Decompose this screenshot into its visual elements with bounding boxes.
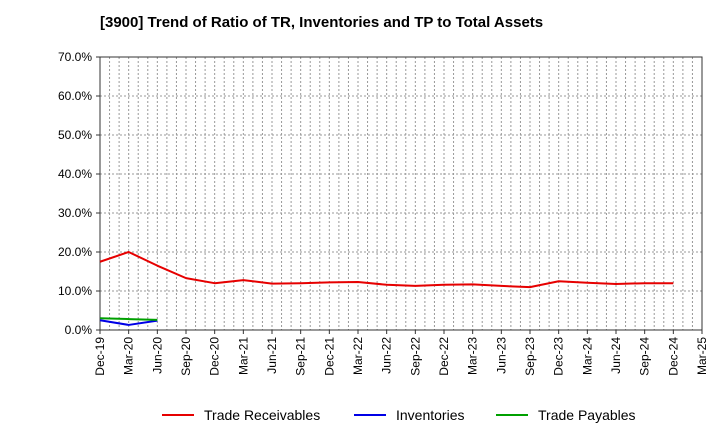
y-tick-label: 10.0% <box>58 284 92 298</box>
x-tick-label: Sep-21 <box>294 337 308 376</box>
plot-frame <box>99 56 703 331</box>
grid-layer <box>99 56 703 331</box>
series-line-inventories <box>99 319 158 326</box>
series-line-trade-payables <box>99 317 158 321</box>
legend: Trade Receivables Inventories Trade Paya… <box>0 403 720 427</box>
y-tick-label: 40.0% <box>58 167 92 181</box>
legend-swatch-trade-receivables <box>162 414 194 416</box>
legend-item-inventories: Inventories <box>354 403 464 427</box>
y-tick-label: 60.0% <box>58 89 92 103</box>
x-tick-label: Dec-24 <box>666 337 680 376</box>
legend-swatch-inventories <box>354 414 386 416</box>
x-tick-label: Mar-24 <box>580 337 594 375</box>
x-tick-label: Jun-22 <box>380 337 394 374</box>
x-tick-label: Dec-20 <box>208 337 222 376</box>
y-tick-label: 20.0% <box>58 245 92 259</box>
chart-title: [3900] Trend of Ratio of TR, Inventories… <box>100 14 544 31</box>
x-tick-label: Sep-22 <box>408 337 422 376</box>
y-tick-label: 30.0% <box>58 206 92 220</box>
x-tick-label: Dec-19 <box>93 337 107 376</box>
series-line-trade-receivables <box>99 251 674 289</box>
x-tick-label: Mar-23 <box>466 337 480 375</box>
x-tick-label: Jun-21 <box>265 337 279 374</box>
y-tick-label: 70.0% <box>58 50 92 64</box>
x-tick-label: Jun-23 <box>494 337 508 374</box>
x-tick-label: Sep-20 <box>179 337 193 376</box>
y-tick-label: 0.0% <box>65 323 93 337</box>
x-tick-label: Jun-24 <box>609 337 623 374</box>
legend-label-trade-payables: Trade Payables <box>538 407 636 423</box>
x-tick-label: Dec-22 <box>437 337 451 376</box>
axis-layer: 0.0% 10.0% 20.0% 30.0% 40.0% 50.0% 60.0% 70.0% D… <box>58 50 709 376</box>
legend-label-trade-receivables: Trade Receivables <box>204 407 321 423</box>
x-tick-label: Mar-22 <box>351 337 365 375</box>
x-tick-label: Mar-21 <box>236 337 250 375</box>
x-tick-label: Sep-24 <box>638 337 652 376</box>
legend-item-trade-payables: Trade Payables <box>496 403 636 427</box>
legend-label-inventories: Inventories <box>396 407 465 423</box>
x-tick-label: Mar-20 <box>122 337 136 375</box>
x-tick-label: Mar-25 <box>695 337 709 375</box>
legend-item-trade-receivables: Trade Receivables <box>162 403 320 427</box>
x-tick-label: Dec-23 <box>552 337 566 376</box>
y-tick-label: 50.0% <box>58 128 92 142</box>
series-layer <box>99 251 674 326</box>
legend-swatch-trade-payables <box>496 414 528 416</box>
x-tick-label: Jun-20 <box>150 337 164 374</box>
x-tick-label: Dec-21 <box>322 337 336 376</box>
x-tick-label: Sep-23 <box>523 337 537 376</box>
